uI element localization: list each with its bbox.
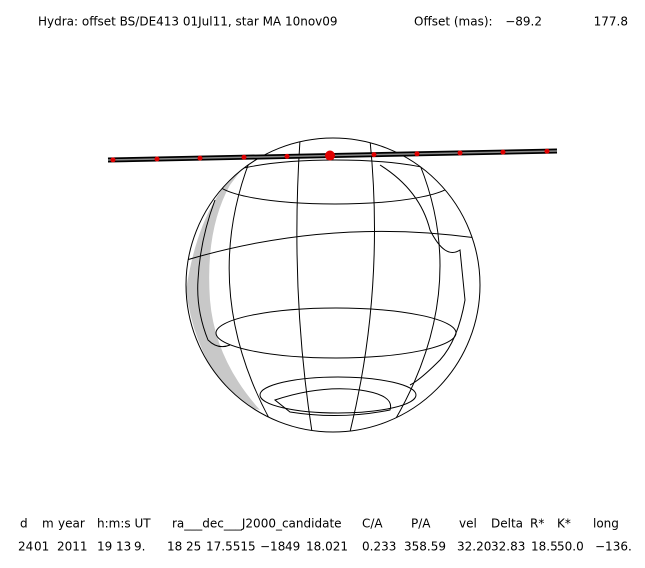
- cell: 32.83: [491, 540, 525, 554]
- cell: 18.021: [306, 540, 348, 554]
- time-marker: [371, 152, 377, 158]
- meridian: [228, 159, 271, 421]
- time-marker: [284, 153, 290, 159]
- time-marker: [241, 154, 247, 160]
- cell: 32.20: [457, 540, 491, 554]
- column-header: long: [593, 517, 619, 531]
- column-header: C/A: [362, 517, 383, 531]
- offset-value: −89.2: [505, 15, 542, 29]
- cell: 24: [18, 540, 33, 554]
- cell: 50.0: [557, 540, 584, 554]
- cell: 17.5515: [206, 540, 256, 554]
- column-header: h:m:s UT: [97, 517, 151, 531]
- offset-label: Offset (mas):: [414, 15, 493, 29]
- column-header: vel: [459, 517, 477, 531]
- title: Hydra: offset BS/DE413 01Jul11, star MA …: [38, 15, 338, 29]
- cell: 358.59: [404, 540, 446, 554]
- column-header: R*: [530, 517, 544, 531]
- night-side: [186, 165, 260, 410]
- cell: 25: [186, 540, 201, 554]
- cell: 18: [167, 540, 182, 554]
- time-marker: [197, 155, 203, 161]
- parallel: [259, 376, 417, 414]
- time-marker: [500, 149, 506, 155]
- table-header: d m year h:m:s UT ra___dec___J2000_candidate…: [20, 517, 619, 531]
- time-markers: [110, 148, 550, 163]
- column-header: K*: [557, 517, 571, 531]
- column-header: ra___dec___J2000_candidate: [172, 517, 342, 531]
- time-marker: [154, 156, 160, 162]
- globe-limb: [185, 137, 481, 433]
- column-header: m: [42, 517, 54, 531]
- equator: [186, 230, 480, 263]
- globe-disk: [186, 138, 480, 432]
- column-header: year: [58, 517, 85, 531]
- cell: 19: [97, 540, 112, 554]
- time-marker: [414, 151, 420, 157]
- meridian: [394, 164, 441, 421]
- cell: 0.233: [362, 540, 396, 554]
- cell: 01: [34, 540, 49, 554]
- column-header: d: [20, 517, 28, 531]
- cell: −18: [260, 540, 285, 554]
- meridian: [349, 139, 375, 432]
- table-row: 24 01 2011 19 13 9. 18 25 17.5515 −18 49 18.021 0.23…: [18, 540, 632, 554]
- offset-value: 177.8: [594, 15, 628, 29]
- time-marker: [110, 157, 116, 163]
- globe: [185, 137, 481, 433]
- cell: 2011: [57, 540, 88, 554]
- cell: 18.5: [531, 540, 558, 554]
- coastline: [379, 164, 466, 386]
- cell: 49: [285, 540, 300, 554]
- cell: −136.: [595, 540, 632, 554]
- graticule: [186, 139, 480, 432]
- meridian: [296, 139, 313, 432]
- coastline: [197, 199, 231, 348]
- cell: 13: [116, 540, 131, 554]
- time-marker: [544, 148, 550, 154]
- column-header: Delta: [491, 517, 523, 531]
- cell: 9.: [134, 540, 145, 554]
- time-marker: [325, 150, 335, 161]
- time-marker: [457, 150, 463, 156]
- column-header: P/A: [411, 517, 431, 531]
- coastline: [273, 388, 392, 417]
